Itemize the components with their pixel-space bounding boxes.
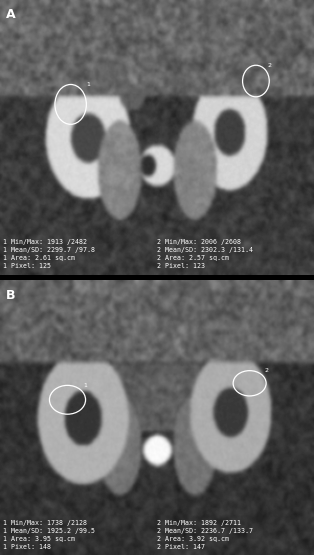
Text: 1 Min/Max: 1913 /2482
1 Mean/SD: 2299.7 /97.8
1 Area: 2.61 sq.cm
1 Pixel: 125: 1 Min/Max: 1913 /2482 1 Mean/SD: 2299.7 … — [3, 239, 95, 269]
Text: 1: 1 — [86, 82, 90, 87]
Text: 2: 2 — [268, 63, 271, 68]
Text: 2 Min/Max: 1892 /2711
2 Mean/SD: 2236.7 /133.7
2 Area: 3.92 sq.cm
2 Pixel: 147: 2 Min/Max: 1892 /2711 2 Mean/SD: 2236.7 … — [157, 519, 253, 549]
Text: 1 Min/Max: 1738 /2128
1 Mean/SD: 1925.2 /99.5
1 Area: 3.95 sq.cm
1 Pixel: 148: 1 Min/Max: 1738 /2128 1 Mean/SD: 1925.2 … — [3, 519, 95, 549]
Text: A: A — [6, 8, 16, 21]
Text: B: B — [6, 289, 16, 301]
Text: 2 Min/Max: 2006 /2608
2 Mean/SD: 2302.3 /131.4
2 Area: 2.57 sq.cm
2 Pixel: 123: 2 Min/Max: 2006 /2608 2 Mean/SD: 2302.3 … — [157, 239, 253, 269]
Text: 2: 2 — [264, 368, 268, 373]
Text: 1: 1 — [84, 383, 88, 388]
